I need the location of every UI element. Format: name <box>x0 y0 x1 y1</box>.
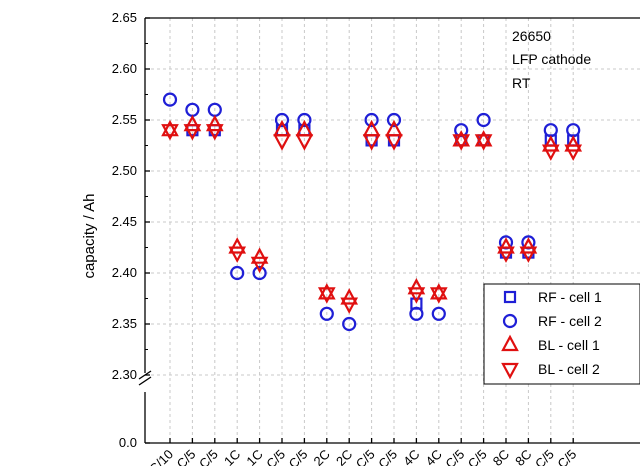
x-tick-label: C/5 <box>465 447 490 466</box>
legend-symbol-triangle-down <box>501 362 519 380</box>
axis-break-mark <box>138 376 152 386</box>
x-tick-label: C/5 <box>353 447 378 466</box>
data-point-circle <box>230 265 245 281</box>
data-point-triangle-down <box>519 246 538 263</box>
y-tick-label: 2.65 <box>112 10 137 25</box>
x-tick-label: 2C <box>333 447 355 466</box>
legend-box <box>483 283 640 385</box>
data-point-triangle-up <box>452 130 471 147</box>
data-point-triangle-down <box>497 246 515 263</box>
x-tick-label: 8C <box>490 447 512 466</box>
x-tick-label: C/5 <box>286 447 311 466</box>
legend-label: BL - cell 1 <box>538 337 600 353</box>
data-point-triangle-up <box>474 130 493 147</box>
data-point-triangle-down <box>183 124 202 141</box>
data-point-triangle-up <box>161 119 179 137</box>
data-point-triangle-up <box>250 247 269 264</box>
y-tick-label: 2.45 <box>112 214 137 229</box>
data-point-triangle-down <box>205 124 224 141</box>
data-point-triangle-down <box>273 134 291 151</box>
legend-symbol-triangle-up <box>501 334 519 352</box>
data-point-circle <box>319 306 334 321</box>
legend: RF - cell 1 RF - cell 2 BL - cell 1 BL - ce… <box>483 283 640 385</box>
data-point-triangle-down <box>407 287 426 304</box>
data-point-triangle-down <box>362 134 381 151</box>
data-point-triangle-up <box>541 135 560 152</box>
x-tick-label: 8C <box>512 447 534 466</box>
annotation-block: 26650 LFP cathode RT <box>512 28 591 91</box>
x-ticks: C/10C/5C/5 1C 1CC/5C/5 2C 2CC/5C/5 4C 4CC/5C/5… <box>146 438 579 466</box>
legend-label: RF - cell 1 <box>538 289 602 305</box>
y-tick-label: 2.60 <box>112 61 137 76</box>
data-point-triangle-up <box>205 114 224 132</box>
annotation-line-1: 26650 <box>512 28 551 44</box>
x-tick-label: C/5 <box>263 447 288 466</box>
y-tick-label: 0.0 <box>119 435 137 450</box>
y-tick-label: 2.55 <box>112 112 137 127</box>
data-point-triangle-down <box>161 124 179 141</box>
data-point-triangle-up <box>519 237 538 254</box>
x-tick-label: C/5 <box>554 447 579 466</box>
legend-symbol-circle <box>502 313 518 329</box>
data-point-triangle-down <box>541 144 560 161</box>
data-point-triangle-down <box>564 144 583 161</box>
data-point-circle <box>252 265 267 281</box>
data-point-triangle-down <box>295 134 314 151</box>
data-point-triangle-up <box>183 114 202 132</box>
data-point-triangle-up <box>564 135 583 152</box>
legend-label: BL - cell 2 <box>538 361 600 377</box>
x-tick-label: C/5 <box>196 447 221 466</box>
y-ticks: 2.65 2.60 2.55 2.50 2.45 2.40 2.35 2.30 0.0 <box>112 10 150 450</box>
y-axis-title: capacity / Ah <box>81 193 98 278</box>
data-point-triangle-up <box>340 288 359 305</box>
data-point-triangle-down <box>474 134 493 151</box>
data-point-circle <box>297 112 312 128</box>
data-points <box>161 92 583 332</box>
x-tick-label: 4C <box>423 447 445 466</box>
y-tick-label: 2.35 <box>112 316 137 331</box>
data-point-triangle-down <box>452 134 471 151</box>
data-point-triangle-up <box>429 283 448 300</box>
data-point-triangle-down <box>340 297 359 314</box>
data-point-triangle-down <box>385 134 403 151</box>
y-tick-label: 2.50 <box>112 163 137 178</box>
annotation-line-2: LFP cathode <box>512 51 591 67</box>
data-point-triangle-down <box>429 287 448 304</box>
x-tick-label: C/5 <box>375 447 400 466</box>
y-tick-label: 2.40 <box>112 265 137 280</box>
data-point-circle <box>386 112 402 128</box>
data-point-triangle-up <box>317 283 336 300</box>
data-point-circle <box>364 112 379 128</box>
data-point-triangle-down <box>250 256 269 274</box>
axes <box>138 17 640 444</box>
data-point-circle <box>409 306 424 321</box>
data-point-circle <box>342 316 357 332</box>
data-point-circle <box>476 112 491 128</box>
data-point-circle <box>431 306 446 321</box>
x-tick-label: 1C <box>221 447 243 466</box>
x-tick-label: 1C <box>243 447 265 466</box>
x-tick-label: C/5 <box>532 447 557 466</box>
data-point-triangle-down <box>317 287 336 304</box>
x-tick-label: 2C <box>311 447 333 466</box>
data-point-triangle-up <box>407 277 426 295</box>
x-tick-label: C/5 <box>442 447 467 466</box>
legend-label: RF - cell 2 <box>538 313 602 329</box>
data-point-circle <box>274 112 290 128</box>
x-tick-label: C/5 <box>174 447 199 466</box>
y-tick-label: 2.30 <box>112 367 137 382</box>
legend-symbol-square <box>503 290 517 304</box>
data-point-triangle-down <box>228 246 247 263</box>
x-tick-label: 4C <box>400 447 422 466</box>
data-point-circle <box>162 92 178 107</box>
data-point-triangle-up <box>497 237 515 254</box>
data-point-triangle-up <box>228 237 247 254</box>
annotation-line-3: RT <box>512 75 531 91</box>
x-tick-label: C/10 <box>146 447 176 466</box>
